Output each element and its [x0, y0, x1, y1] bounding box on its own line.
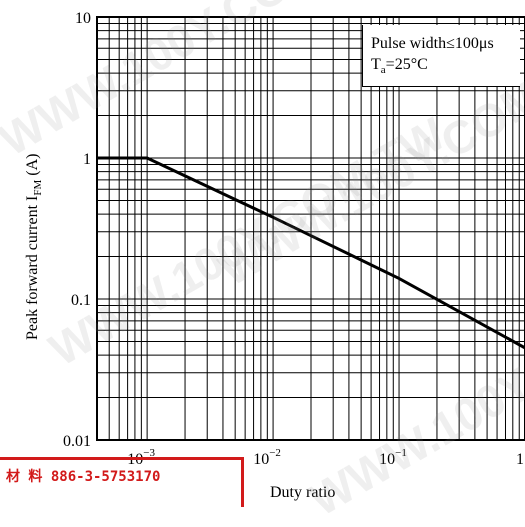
x-tick-label: 10−2 — [253, 447, 281, 468]
y-tick-labels: 10 1 0.1 0.01 — [63, 10, 91, 450]
ambient-temp-text: Ta=25°C — [371, 56, 428, 77]
x-tick-label: 1 — [516, 451, 524, 468]
y-tick-label: 0.1 — [71, 292, 91, 309]
y-tick-label: 10 — [75, 10, 91, 27]
y-axis-label: Peak forward current IFM (A) — [24, 154, 44, 341]
plot-frame — [96, 16, 525, 441]
series-line — [97, 156, 525, 350]
vendor-stamp: 材 料 886-3-5753170 — [0, 457, 244, 507]
grid-lines — [97, 17, 525, 440]
x-tick-label: 10−1 — [379, 447, 407, 468]
vendor-stamp-text: 材 料 886-3-5753170 — [6, 469, 161, 485]
x-axis-label: Duty ratio — [270, 484, 336, 501]
pulse-width-text: Pulse width≤100μs — [371, 35, 494, 52]
condition-annotation: Pulse width≤100μs Ta=25°C — [362, 25, 520, 87]
y-tick-label: 0.01 — [63, 433, 91, 450]
y-tick-label: 1 — [83, 151, 91, 168]
